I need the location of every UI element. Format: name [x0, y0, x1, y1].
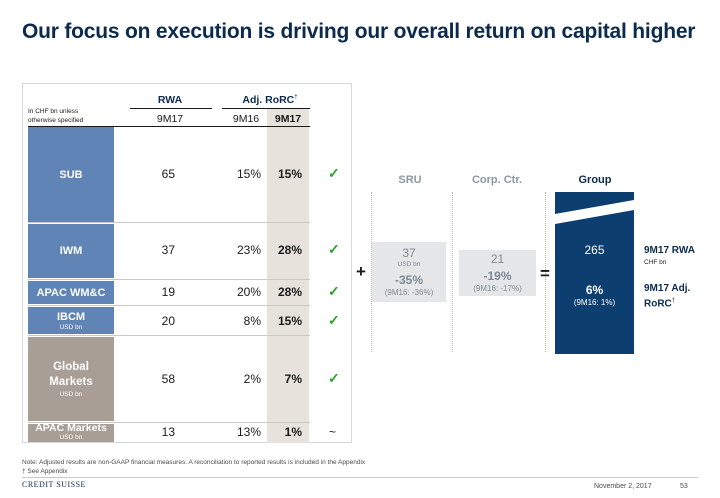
- sru-rorc-value: -35%: [394, 273, 423, 287]
- credit-suisse-logo: CREDIT SUISSE: [22, 480, 86, 489]
- sru-rorc-prev: (9M16: -36%): [384, 288, 434, 297]
- corp-rorc-value: -19%: [483, 269, 512, 283]
- footer-date: November 2, 2017: [594, 483, 652, 490]
- rorc17-apac-wmc: 28%: [277, 285, 302, 299]
- rorc-header: Adj. RoRC†: [242, 94, 298, 106]
- rorc16-ibcm: 8%: [243, 314, 261, 328]
- tilde-icon: ~: [329, 425, 337, 439]
- group-rwa-value: 265: [584, 243, 605, 257]
- sru-box: 37 USD bn -35% (9M16: -36%): [372, 242, 446, 302]
- footnote-note: Note: Adjusted results are non-GAAP fina…: [22, 459, 366, 466]
- check-icon: ✓: [328, 165, 340, 181]
- footnote-dagger: † See Appendix: [22, 468, 68, 475]
- plus-sign: +: [356, 262, 366, 281]
- corp-rwa-value: 21: [490, 252, 505, 266]
- check-icon: ✓: [328, 283, 340, 299]
- row-separator: [28, 422, 310, 423]
- corp-ctr-header: Corp. Ctr.: [471, 174, 523, 186]
- rwa-apac-wmc: 19: [161, 285, 175, 299]
- rwa-sub: 65: [161, 167, 175, 181]
- rorc-legend-label: 9M17 Adj. RoRC†: [644, 283, 691, 310]
- rorc16-global-markets: 2%: [243, 372, 261, 386]
- col-rorc-9m16: 9M16: [232, 113, 260, 125]
- check-icon: ✓: [328, 241, 340, 257]
- rwa-apac-markets: 13: [161, 425, 175, 439]
- check-icon: ✓: [328, 312, 340, 328]
- rwa-legend-label: 9M17 RWA CHF bn: [644, 245, 695, 266]
- row-label-global-markets: Global Markets USD bn: [28, 337, 114, 421]
- rorc16-apac-markets: 13%: [236, 425, 261, 439]
- sru-rwa-unit: USD bn: [397, 261, 421, 268]
- highlight-9m17-column: [267, 109, 309, 443]
- rorc17-iwm: 28%: [277, 243, 302, 257]
- corp-rorc-prev: (9M16: -17%): [473, 284, 522, 293]
- dotted-divider: [371, 192, 372, 352]
- equals-sign: =: [540, 264, 550, 283]
- units-note: In CHF bn unless otherwise specified: [28, 108, 83, 125]
- col-rorc-9m17: 9M17: [274, 113, 302, 125]
- rorc16-iwm: 23%: [236, 243, 261, 257]
- rorc17-global-markets: 7%: [284, 372, 302, 386]
- group-rorc-prev: (9M16: 1%): [573, 298, 616, 307]
- group-bar-top: [555, 192, 634, 214]
- footer-rule: [22, 477, 698, 478]
- rorc17-apac-markets: 1%: [284, 425, 302, 439]
- rwa-iwm: 37: [161, 243, 175, 257]
- rorc17-sub: 15%: [277, 167, 302, 181]
- units-note-line1: In CHF bn unless: [28, 108, 79, 115]
- page-number: 53: [680, 483, 688, 490]
- subheader-underline: [28, 126, 310, 127]
- row-separator: [28, 335, 310, 336]
- row-separator: [28, 222, 310, 223]
- group-bar-body: [555, 210, 634, 354]
- rwa-global-markets: 58: [161, 372, 175, 386]
- rwa-ibcm: 20: [161, 314, 175, 328]
- dotted-divider: [452, 192, 453, 352]
- rorc16-sub: 15%: [236, 167, 261, 181]
- group-header: Group: [578, 174, 612, 186]
- row-label-apac-markets: APAC Markets USD bn: [28, 423, 114, 442]
- row-separator: [28, 279, 310, 280]
- page-title: Our focus on execution is driving our ov…: [22, 20, 696, 43]
- row-label-apac-wmc: APAC WM&C: [28, 281, 114, 304]
- units-note-line2: otherwise specified: [28, 116, 84, 124]
- group-rorc-value: 6%: [585, 283, 604, 297]
- row-separator: [28, 305, 310, 306]
- group-bar: [555, 192, 634, 354]
- corp-ctr-box: 21 -19% (9M16: -17%): [459, 250, 536, 296]
- row-label-iwm: IWM: [28, 224, 114, 278]
- rorc17-ibcm: 15%: [277, 314, 302, 328]
- row-label-ibcm: IBCM USD bn: [28, 307, 114, 334]
- col-rwa-9m17: 9M17: [156, 113, 184, 125]
- rwa-header: RWA: [157, 94, 183, 106]
- sru-rwa-value: 37: [402, 246, 416, 260]
- row-label-sub: SUB: [28, 127, 114, 222]
- rorc16-apac-wmc: 20%: [236, 285, 261, 299]
- sru-header: SRU: [398, 174, 422, 186]
- rwa-header-underline: [130, 108, 212, 109]
- check-icon: ✓: [328, 370, 340, 386]
- rorc-header-underline: [222, 108, 310, 109]
- dotted-divider: [545, 192, 546, 352]
